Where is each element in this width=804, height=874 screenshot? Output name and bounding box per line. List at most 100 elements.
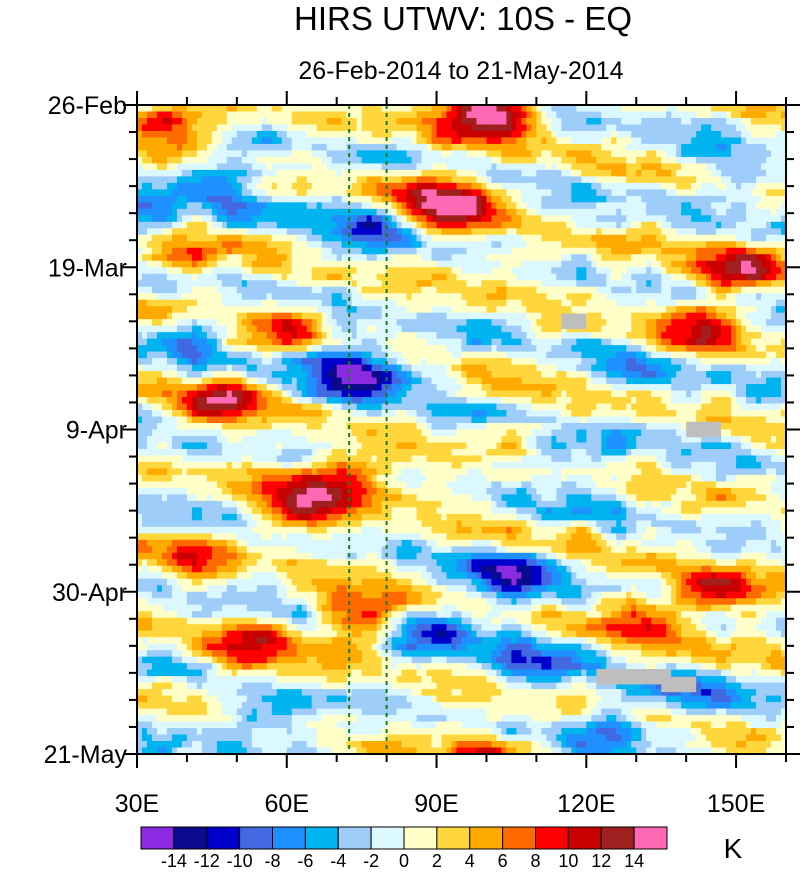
heatmap-cell bbox=[776, 286, 782, 294]
heatmap-cell bbox=[371, 176, 378, 184]
heatmap-cell bbox=[641, 195, 647, 203]
heatmap-cell bbox=[236, 215, 243, 223]
heatmap-cell bbox=[381, 163, 388, 171]
heatmap-cell bbox=[421, 306, 428, 314]
heatmap-cell bbox=[396, 325, 403, 333]
heatmap-cell bbox=[181, 143, 188, 152]
heatmap-cell bbox=[741, 345, 747, 353]
heatmap-cell bbox=[631, 267, 637, 275]
heatmap-cell bbox=[706, 189, 712, 197]
heatmap-cell bbox=[291, 260, 298, 268]
heatmap-cell bbox=[701, 143, 707, 152]
heatmap-cell bbox=[721, 273, 727, 281]
heatmap-cell bbox=[471, 254, 478, 262]
heatmap-cell bbox=[341, 176, 348, 184]
heatmap-cell bbox=[176, 163, 183, 171]
heatmap-cell bbox=[651, 176, 657, 184]
heatmap-cell bbox=[481, 143, 488, 152]
heatmap-cell bbox=[166, 254, 173, 262]
heatmap-cell bbox=[171, 150, 178, 158]
heatmap-cell bbox=[601, 105, 607, 113]
heatmap-cell bbox=[311, 286, 318, 294]
heatmap-cell bbox=[651, 182, 657, 190]
heatmap-cell bbox=[196, 293, 203, 301]
heatmap-cell bbox=[306, 195, 313, 203]
heatmap-cell bbox=[291, 286, 298, 294]
heatmap-cell bbox=[191, 163, 198, 171]
heatmap-cell bbox=[501, 319, 508, 327]
heatmap-cell bbox=[676, 176, 682, 184]
heatmap-cell bbox=[531, 111, 537, 119]
heatmap-cell bbox=[211, 351, 218, 359]
heatmap-cell bbox=[211, 286, 218, 294]
heatmap-cell bbox=[621, 299, 627, 307]
heatmap-cell bbox=[291, 215, 298, 223]
heatmap-cell bbox=[371, 267, 378, 275]
heatmap-cell bbox=[566, 156, 572, 165]
heatmap-cell bbox=[641, 338, 647, 346]
heatmap-cell bbox=[736, 182, 742, 190]
heatmap-cell bbox=[286, 293, 293, 301]
heatmap-cell bbox=[316, 338, 323, 346]
heatmap-cell bbox=[721, 163, 727, 171]
heatmap-cell bbox=[716, 338, 722, 346]
heatmap-cell bbox=[251, 234, 258, 242]
heatmap-cell bbox=[526, 176, 532, 184]
heatmap-cell bbox=[291, 319, 298, 327]
heatmap-cell bbox=[716, 124, 722, 132]
heatmap-cell bbox=[511, 105, 518, 113]
heatmap-cell bbox=[536, 228, 542, 236]
heatmap-cell bbox=[701, 332, 707, 340]
heatmap-cell bbox=[141, 176, 148, 184]
heatmap-cell bbox=[691, 163, 697, 171]
heatmap-cell bbox=[671, 332, 677, 340]
heatmap-cell bbox=[531, 137, 537, 145]
heatmap-cell bbox=[491, 299, 498, 307]
heatmap-cell bbox=[236, 312, 243, 320]
heatmap-cell bbox=[137, 312, 143, 320]
heatmap-cell bbox=[241, 299, 248, 307]
heatmap-cell bbox=[286, 351, 293, 359]
heatmap-cell bbox=[246, 345, 253, 353]
heatmap-cell bbox=[576, 169, 582, 177]
heatmap-cell bbox=[696, 254, 702, 262]
heatmap-cell bbox=[461, 228, 468, 236]
heatmap-cell bbox=[596, 221, 602, 229]
heatmap-cell bbox=[586, 247, 592, 255]
heatmap-cell bbox=[291, 182, 298, 190]
heatmap-cell bbox=[626, 234, 632, 242]
heatmap-cell bbox=[137, 286, 143, 294]
heatmap-cell bbox=[256, 345, 263, 353]
heatmap-cell bbox=[421, 111, 428, 119]
heatmap-cell bbox=[206, 254, 213, 262]
heatmap-cell bbox=[546, 241, 552, 249]
heatmap-cell bbox=[346, 195, 353, 203]
heatmap-cell bbox=[276, 182, 283, 190]
heatmap-cell bbox=[531, 247, 537, 255]
heatmap-cell bbox=[176, 241, 183, 249]
heatmap-cell bbox=[351, 195, 358, 203]
heatmap-cell bbox=[451, 195, 458, 203]
heatmap-cell bbox=[431, 312, 438, 320]
heatmap-cell bbox=[366, 247, 373, 255]
heatmap-cell bbox=[591, 124, 597, 132]
heatmap-cell bbox=[641, 150, 647, 158]
heatmap-cell bbox=[766, 247, 772, 255]
heatmap-cell bbox=[401, 338, 408, 346]
heatmap-cell bbox=[151, 247, 158, 255]
heatmap-cell bbox=[421, 143, 428, 152]
heatmap-cell bbox=[731, 124, 737, 132]
heatmap-cell bbox=[636, 345, 642, 353]
heatmap-cell bbox=[701, 176, 707, 184]
heatmap-cell bbox=[656, 234, 662, 242]
heatmap-cell bbox=[561, 143, 567, 152]
heatmap-cell bbox=[506, 299, 513, 307]
heatmap-cell bbox=[456, 182, 463, 190]
heatmap-cell bbox=[441, 163, 448, 171]
heatmap-cell bbox=[166, 111, 173, 119]
heatmap-cell bbox=[216, 338, 223, 346]
heatmap-cell bbox=[606, 143, 612, 152]
heatmap-cell bbox=[151, 319, 158, 327]
heatmap-cell bbox=[216, 319, 223, 327]
heatmap-cell bbox=[681, 247, 687, 255]
